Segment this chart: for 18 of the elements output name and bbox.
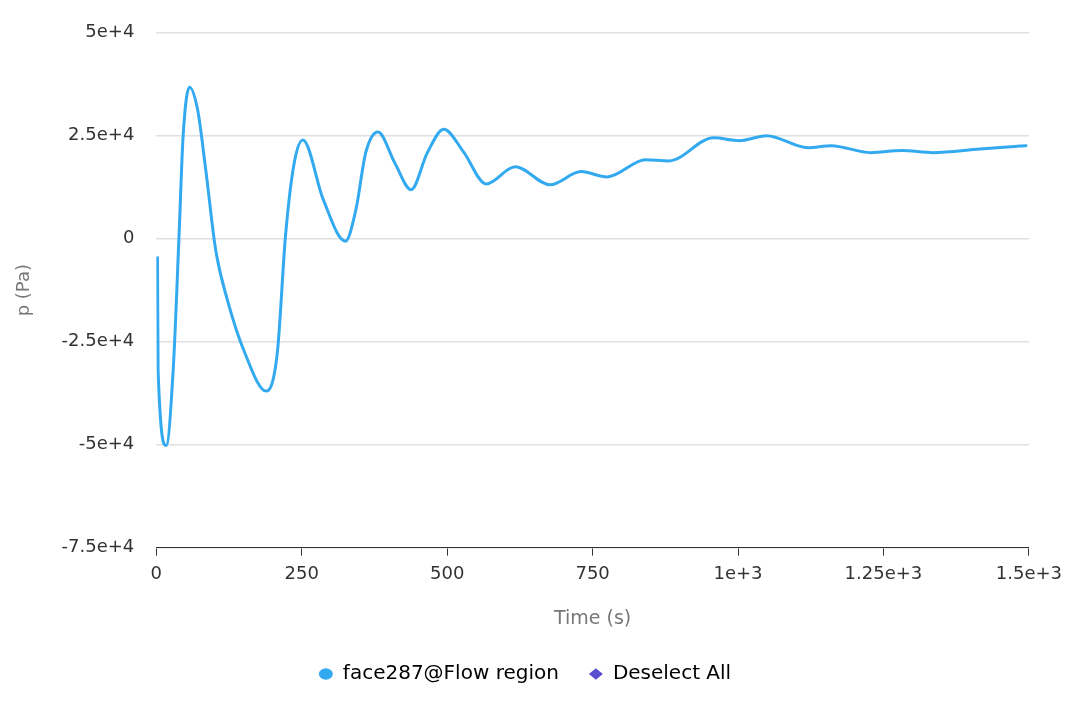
y-tick-label: 0 [122, 226, 135, 248]
y-tick-label: 5e+4 [85, 20, 135, 42]
x-tick-label: 250 [284, 562, 319, 584]
x-tick-label: 1.5e+3 [995, 562, 1062, 584]
line-series [156, 85, 1028, 447]
y-tick-label: -7.5e+4 [61, 535, 135, 557]
legend-label: face287@Flow region [342, 660, 559, 685]
y-tick-label: -5e+4 [78, 432, 135, 454]
x-tick-label: 500 [430, 562, 465, 584]
y-tick-label: 2.5e+4 [68, 123, 135, 145]
x-tick-label: 1e+3 [713, 562, 763, 584]
x-axis-title: Time (s) [552, 605, 632, 628]
x-tick-label: 1.25e+3 [844, 562, 923, 584]
legend-label: Deselect All [612, 660, 732, 685]
y-tick-label: -2.5e+4 [61, 329, 135, 351]
x-tick-label: 0 [150, 562, 163, 584]
x-tick-label: 750 [575, 562, 610, 584]
y-axis-title: p (Pa) [12, 264, 34, 317]
